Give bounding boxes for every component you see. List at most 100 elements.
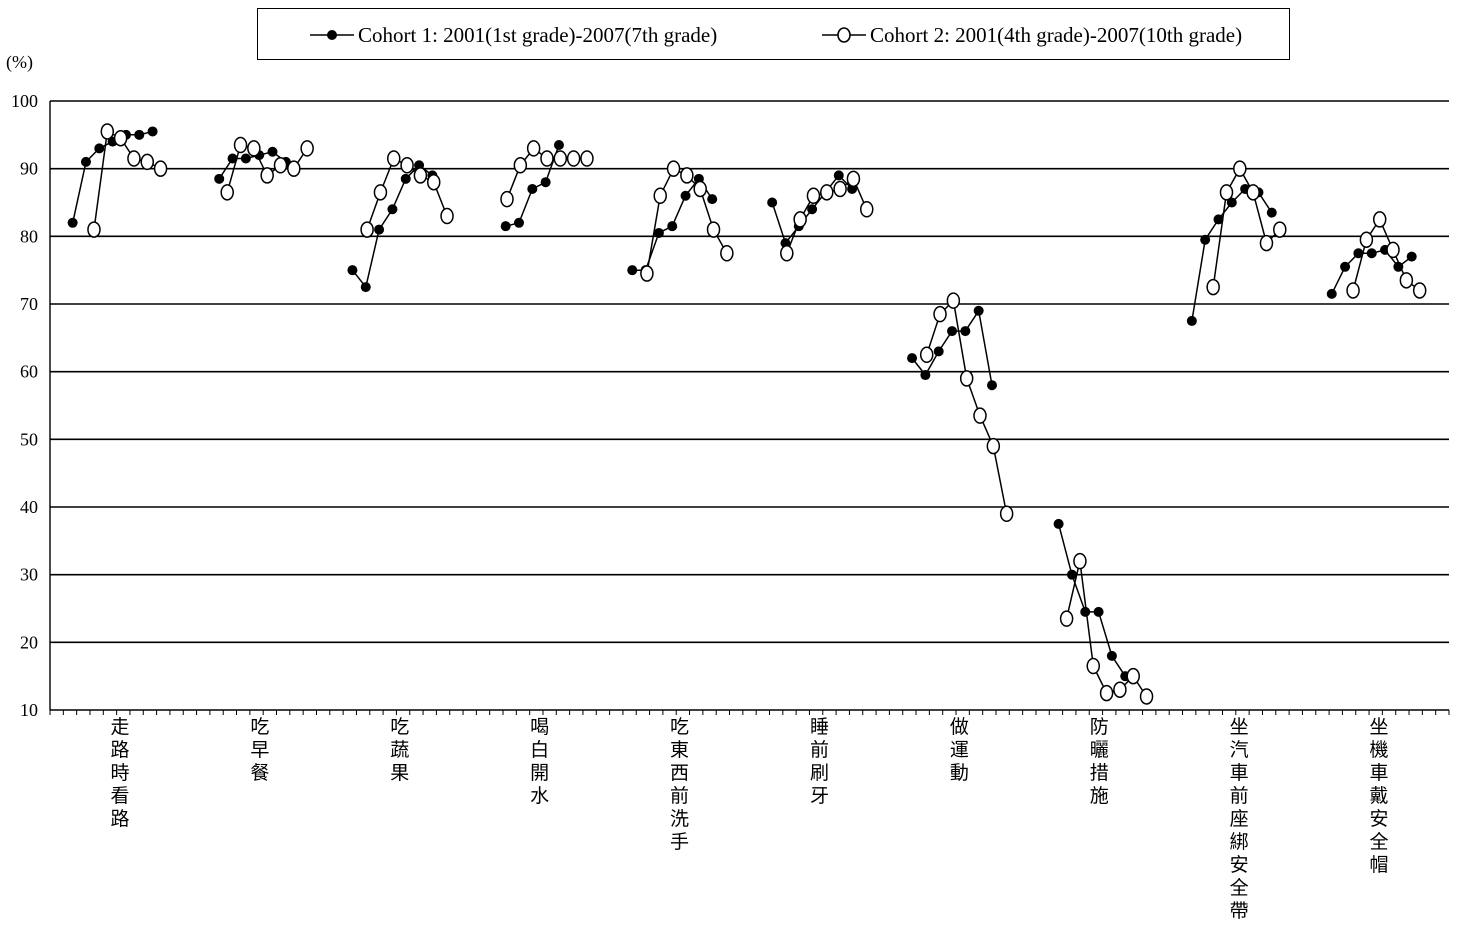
y-axis-unit-label: (%) (6, 52, 33, 72)
series-2-point (426, 173, 441, 191)
series-2-point (100, 123, 115, 140)
series-2-point (1139, 688, 1154, 705)
series-1-point (833, 170, 844, 181)
series-1-point (973, 305, 984, 316)
series-2-point (273, 157, 288, 174)
series-1-point (94, 143, 105, 154)
series-2-point (1246, 184, 1260, 201)
series-2-point (500, 190, 514, 208)
series-1-point (986, 380, 997, 391)
series-1-point (527, 183, 538, 194)
series-1-point (707, 194, 718, 205)
series-1-point (920, 370, 931, 381)
series-1-point (807, 204, 818, 215)
series-2-point (1113, 681, 1127, 698)
series-2-point (846, 170, 861, 188)
series-2-point (1099, 684, 1114, 702)
series-2-point (1086, 657, 1101, 675)
series-2-point (540, 150, 554, 167)
series-1-point (960, 326, 971, 337)
series-2-point (413, 167, 428, 184)
series-2-point (1219, 184, 1234, 201)
y-tick-label: 10 (20, 700, 38, 720)
series-2-point (706, 221, 721, 238)
filled-circle-marker-icon (310, 30, 354, 40)
y-tick-label: 30 (20, 565, 38, 585)
series-2-point (373, 184, 388, 201)
series-2-point (400, 157, 414, 174)
series-2-point (300, 140, 314, 157)
series-1-line (1191, 188, 1273, 322)
legend-entry-cohort-1: Cohort 1: 2001(1st grade)-2007(7th grade… (308, 9, 717, 61)
series-2-point (153, 160, 168, 177)
series-1-point (387, 204, 398, 215)
series-1-point (67, 217, 78, 228)
series-2-point (986, 437, 1001, 455)
series-2-point (1412, 282, 1427, 299)
series-1-point (1093, 606, 1104, 617)
series-2-point (360, 221, 374, 238)
series-2-point (793, 211, 807, 228)
series-2-point (653, 187, 667, 204)
series-1-point (540, 177, 551, 188)
series-2-point (1372, 211, 1387, 228)
series-1-point (667, 221, 678, 232)
x-category-label: 吃東西前洗手 (670, 716, 689, 853)
series-2-point (1346, 282, 1360, 299)
chart-legend: Cohort 1: 2001(1st grade)-2007(7th grade… (257, 8, 1290, 60)
series-2-point (680, 167, 694, 184)
x-category-label: 睡前刷牙 (810, 716, 829, 807)
series-2-point (140, 153, 155, 171)
series-2-point (806, 187, 821, 204)
series-1-point (1053, 518, 1064, 529)
series-1-point (553, 139, 564, 150)
series-1-point (1200, 234, 1211, 245)
series-2-point (580, 150, 594, 167)
series-1-point (360, 282, 371, 293)
series-2-point (959, 370, 974, 387)
series-2-point (247, 140, 261, 157)
series-1-point (653, 227, 664, 238)
series-2-point (780, 245, 794, 262)
series-2-point (859, 201, 874, 218)
y-tick-label: 60 (20, 362, 38, 382)
series-1-point (627, 265, 638, 276)
x-category-label: 坐汽車前座綁安全帶 (1230, 716, 1249, 922)
series-1-point (347, 265, 358, 276)
series-1-point (147, 126, 158, 137)
series-1-point (1353, 248, 1364, 259)
series-1-point (1366, 248, 1377, 259)
x-category-label: 喝白開水 (530, 717, 549, 807)
y-tick-label: 40 (20, 497, 38, 517)
series-1-point (1186, 315, 1197, 326)
series-1-point (1226, 197, 1237, 208)
series-2-point (1233, 160, 1247, 177)
series-1-point (1340, 261, 1351, 272)
series-1-point (680, 190, 691, 201)
series-2-point (919, 346, 934, 363)
y-tick-label: 100 (11, 91, 38, 111)
series-1-point (1106, 650, 1117, 661)
series-2-point (526, 140, 541, 157)
series-1-point (1406, 251, 1417, 262)
series-1-point (214, 173, 225, 184)
series-1-point (907, 353, 918, 364)
series-2-point (1259, 234, 1274, 252)
series-1-point (1266, 207, 1277, 218)
series-2-point (1059, 610, 1074, 627)
series-2-point (1359, 231, 1374, 248)
series-2-point (666, 160, 681, 177)
series-2-point (973, 407, 987, 424)
y-tick-label: 70 (20, 294, 38, 314)
series-2-point (566, 150, 581, 167)
series-2-point (1273, 221, 1287, 238)
series-2-line (646, 167, 728, 274)
y-tick-label: 80 (20, 226, 38, 246)
series-1-point (240, 153, 251, 164)
y-tick-label: 20 (20, 632, 38, 652)
series-1-point (933, 346, 944, 357)
series-1-point (513, 217, 524, 228)
series-2-point (553, 150, 568, 167)
